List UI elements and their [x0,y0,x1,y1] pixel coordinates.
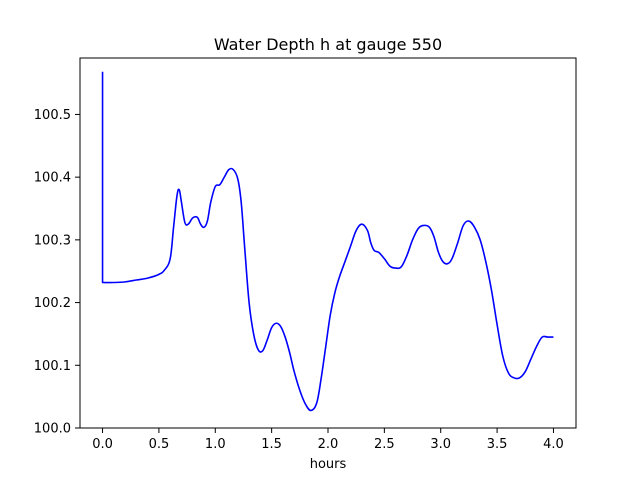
x-tick-label: 1.0 [205,437,226,452]
chart-title: Water Depth h at gauge 550 [214,35,442,54]
y-tick-label: 100.5 [34,108,71,123]
y-tick-label: 100.0 [34,422,71,437]
x-tick-label: 0.5 [149,437,170,452]
y-tick-label: 100.3 [34,233,71,248]
y-axis: 100.0 100.1 100.2 100.3 100.4 100.5 [34,108,80,437]
series-line-0 [101,71,554,412]
x-axis-label: hours [310,457,347,472]
y-tick-label: 100.4 [34,171,71,186]
x-tick-label: 3.0 [430,437,451,452]
x-axis: 0.0 0.5 1.0 1.5 2.0 2.5 3.0 3.5 4.0 [92,428,564,452]
x-tick-label: 1.5 [261,437,282,452]
x-tick-label: 4.0 [543,437,564,452]
y-tick-label: 100.1 [34,359,71,374]
series-layer [101,71,554,412]
x-tick-label: 0.0 [92,437,113,452]
x-tick-label: 2.0 [318,437,339,452]
y-tick-label: 100.2 [34,296,71,311]
x-tick-label: 3.5 [487,437,508,452]
x-tick-label: 2.5 [374,437,395,452]
